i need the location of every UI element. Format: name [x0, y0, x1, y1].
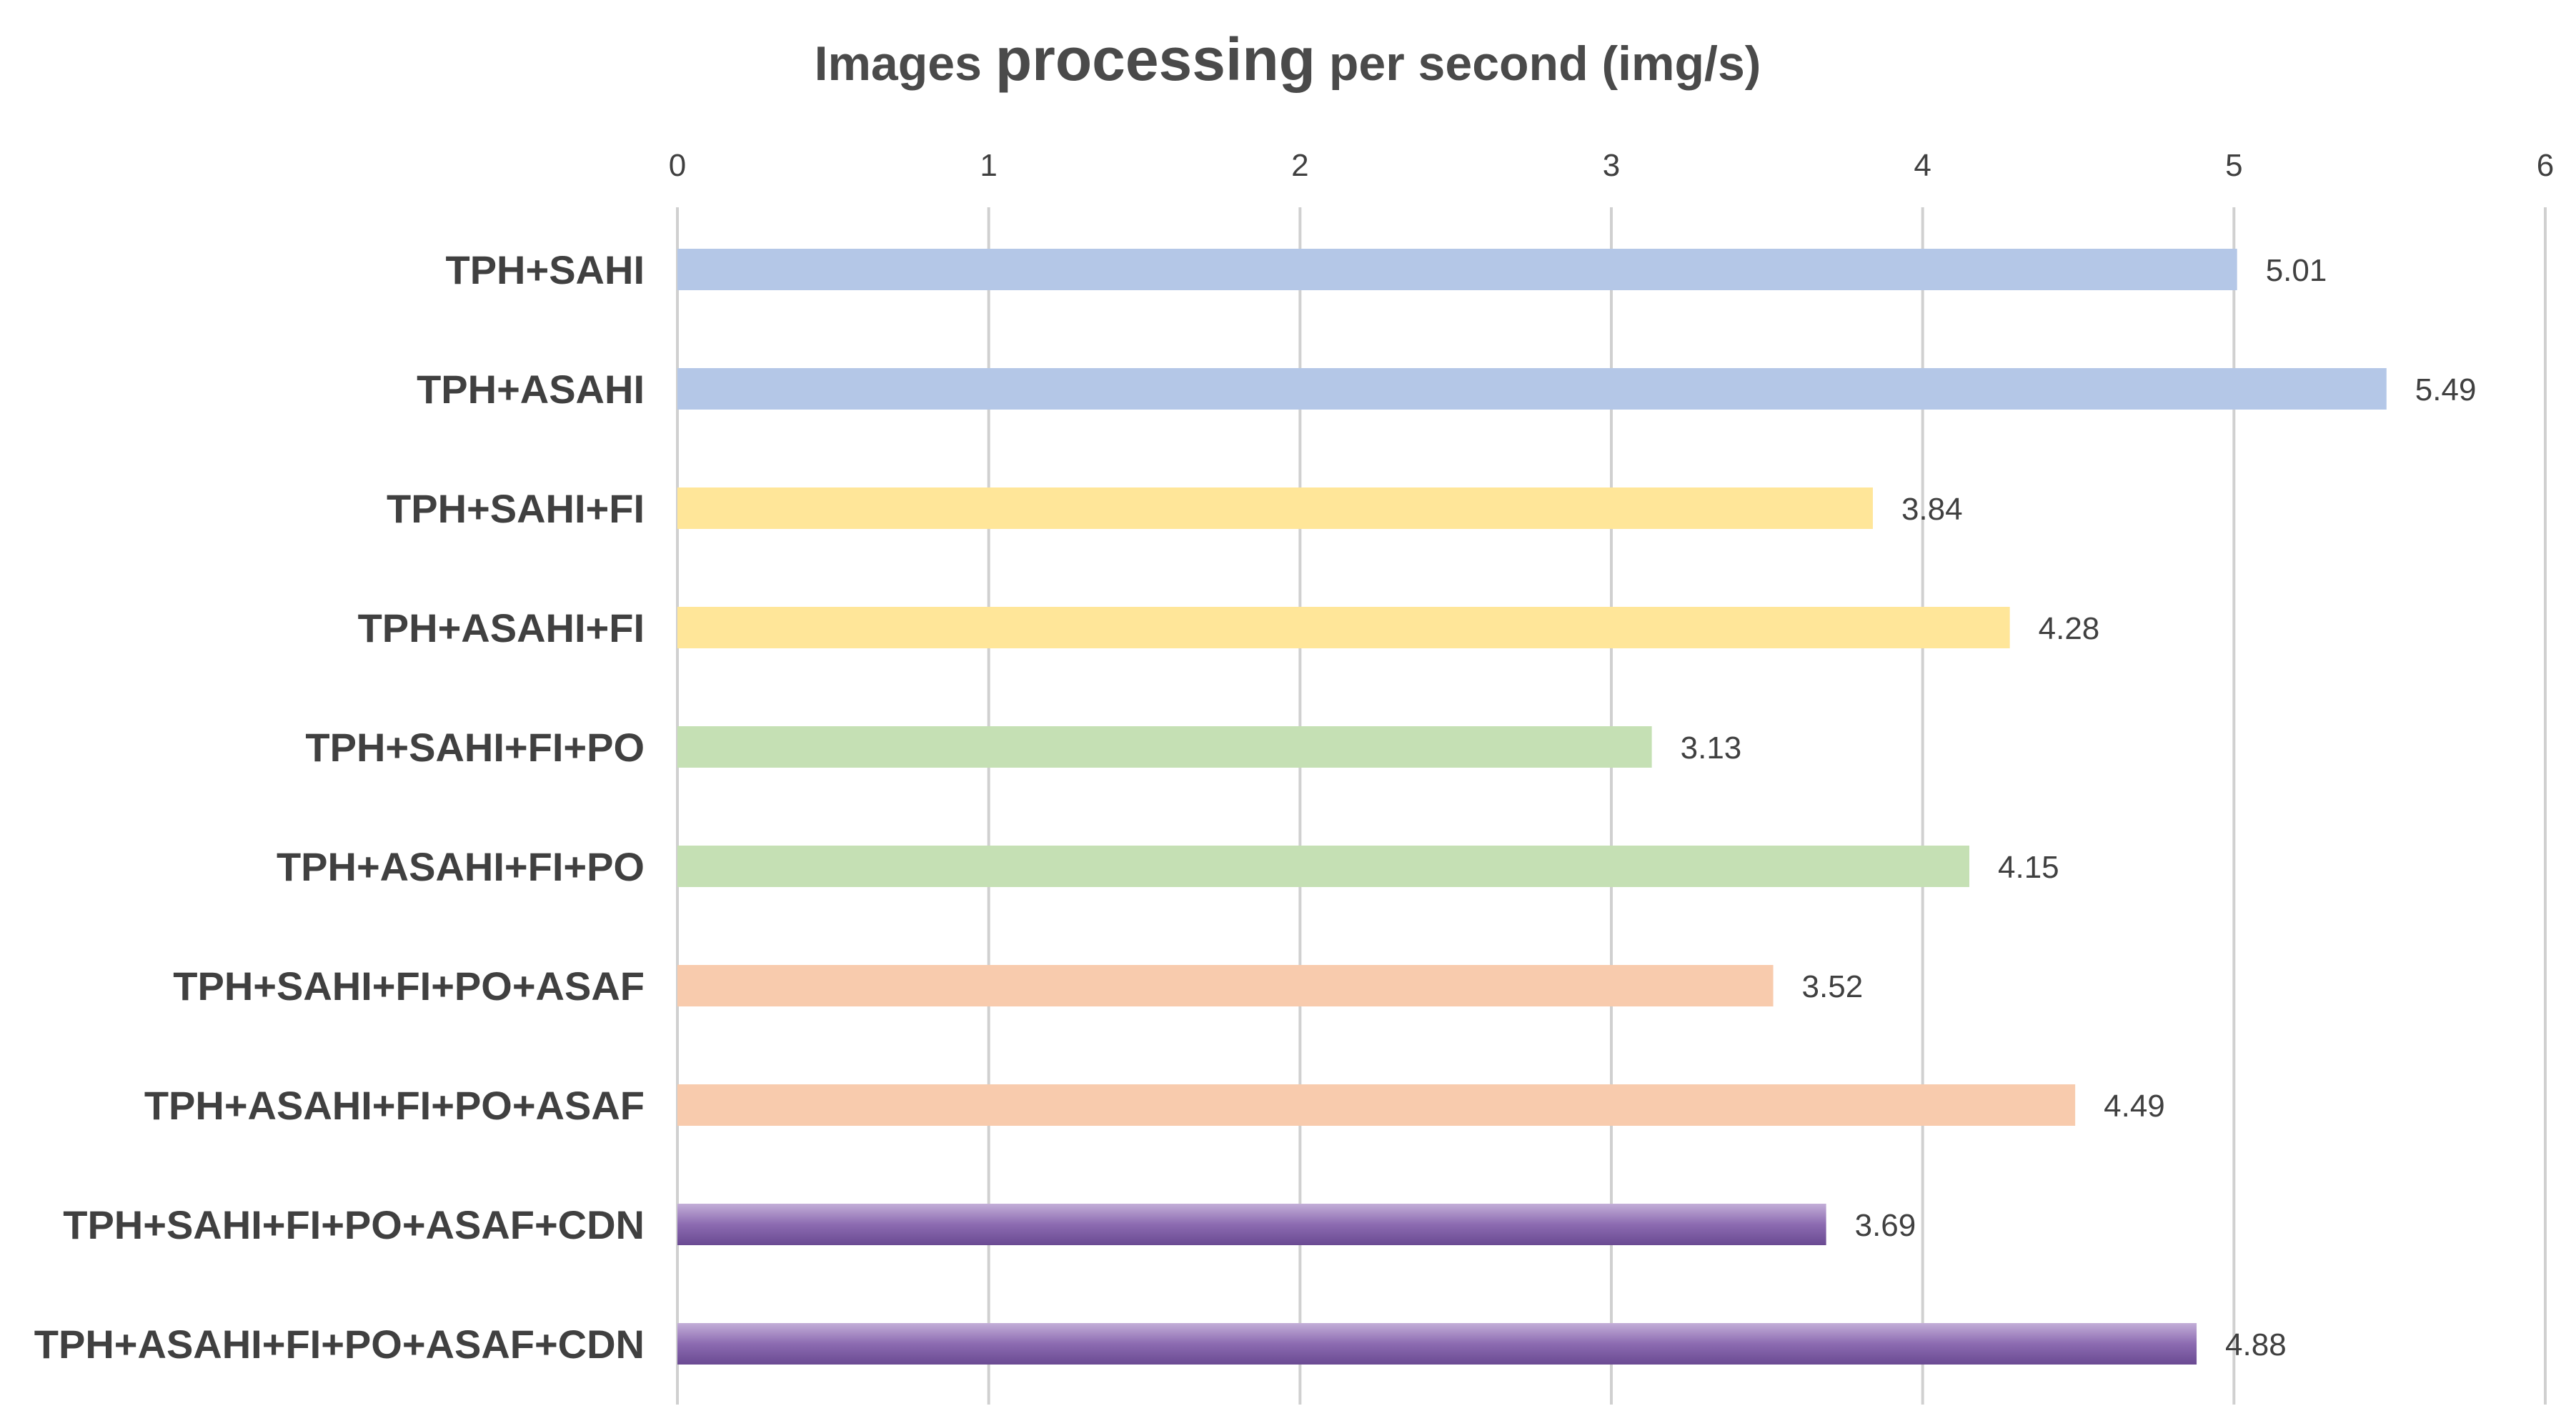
chart-title: Images processing per second (img/s): [815, 26, 1761, 93]
bar: [677, 1084, 2076, 1126]
x-tick-label: 1: [980, 148, 997, 183]
data-label: 3.84: [1901, 492, 1963, 527]
bar: [677, 249, 2237, 290]
data-label: 3.52: [1802, 969, 1864, 1004]
x-tick-label: 4: [1914, 148, 1931, 183]
data-label: 4.28: [2039, 611, 2100, 646]
category-label: TPH+ASAHI+FI+PO+ASAF: [144, 1083, 645, 1128]
data-label: 4.15: [1998, 850, 2059, 885]
category-labels: TPH+SAHI TPH+ASAHI TPH+SAHI+FI TPH+ASAHI+FI…: [34, 247, 645, 1367]
x-tick-label: 5: [2225, 148, 2242, 183]
data-label: 5.49: [2415, 372, 2477, 407]
bars: [677, 249, 2387, 1365]
data-label: 5.01: [2266, 253, 2327, 288]
category-label: TPH+ASAHI+FI+PO: [277, 844, 645, 889]
data-labels: 5.01 5.49 3.84 4.28 3.13 4.15 3.52 4.49 3.69 4.88: [1681, 253, 2477, 1362]
chart-title-part-1: Images: [815, 36, 995, 91]
data-label: 4.88: [2225, 1327, 2287, 1362]
x-tick-label: 0: [669, 148, 686, 183]
x-tick-label: 3: [1603, 148, 1620, 183]
bar: [677, 487, 1873, 529]
category-label: TPH+ASAHI+FI+PO+ASAF+CDN: [34, 1322, 645, 1367]
data-label: 3.69: [1855, 1208, 1916, 1243]
category-label: TPH+ASAHI+FI: [358, 605, 645, 650]
category-label: TPH+SAHI+FI: [387, 486, 645, 531]
bar: [677, 607, 2010, 648]
x-tick-label: 6: [2537, 148, 2554, 183]
category-label: TPH+SAHI+FI+PO+ASAF+CDN: [63, 1202, 645, 1247]
data-label: 4.49: [2104, 1089, 2165, 1124]
bar: [677, 1204, 1826, 1245]
bar: [677, 726, 1652, 768]
chart-title-part-3: per second (img/s): [1316, 36, 1761, 91]
category-label: TPH+SAHI: [446, 247, 645, 292]
bar: [677, 846, 1970, 887]
bar: [677, 1323, 2197, 1365]
data-label: 3.13: [1681, 731, 1742, 766]
category-label: TPH+SAHI+FI+PO: [305, 725, 645, 770]
bar: [677, 965, 1774, 1006]
chart-title-part-2: processing: [995, 26, 1316, 93]
category-label: TPH+SAHI+FI+PO+ASAF: [173, 964, 645, 1009]
category-label: TPH+ASAHI: [417, 367, 645, 412]
bar: [677, 368, 2387, 410]
x-axis-ticks: 0 1 2 3 4 5 6: [669, 148, 2554, 183]
x-tick-label: 2: [1291, 148, 1308, 183]
